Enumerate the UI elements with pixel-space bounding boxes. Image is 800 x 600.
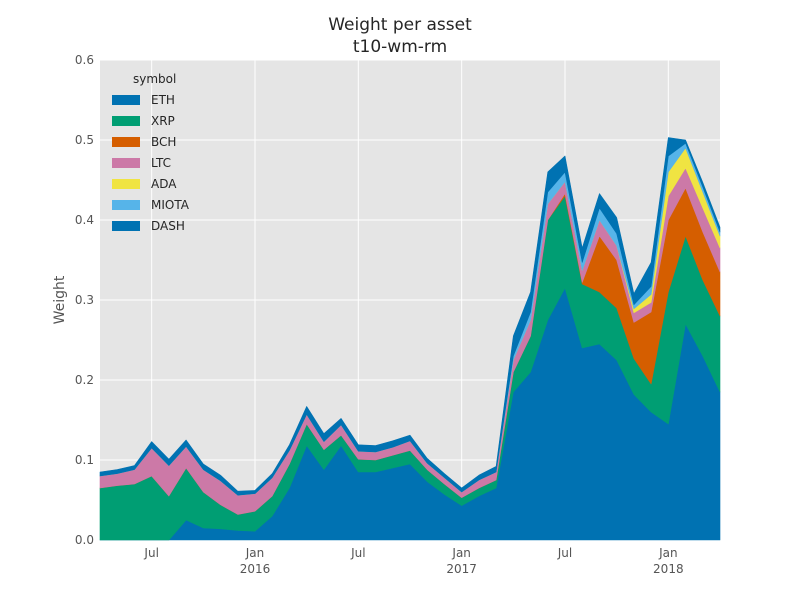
legend-swatch-miota xyxy=(112,200,140,210)
y-tick-label-1: 0.1 xyxy=(75,453,94,467)
legend-items: ETH XRP BCH LTC ADA MIOTA DASH xyxy=(112,93,190,233)
x-tick-label-2: Jul xyxy=(350,546,365,560)
chart-title: Weight per asset xyxy=(328,15,472,35)
x-tick-label-4: Jul xyxy=(557,546,572,560)
legend-swatch-dash xyxy=(112,221,140,231)
x-tick-labels: Jul Jan 2016 Jul Jan 2017 Jul Jan 2018 xyxy=(143,546,683,576)
x-tick-label-3: Jan xyxy=(451,546,471,560)
y-tick-label-5: 0.5 xyxy=(75,133,94,147)
x-tick-year-1: 2016 xyxy=(240,562,271,576)
legend: symbol ETH XRP BCH LTC ADA MIOTA DASH xyxy=(112,72,190,233)
area-dash xyxy=(99,137,721,496)
legend-label-ada: ADA xyxy=(151,177,177,191)
y-tick-label-3: 0.3 xyxy=(75,293,94,307)
legend-label-eth: ETH xyxy=(151,93,175,107)
legend-title: symbol xyxy=(133,72,176,86)
legend-swatch-eth xyxy=(112,95,140,105)
x-tick-label-1: Jan xyxy=(245,546,265,560)
chart-subtitle: t10-wm-rm xyxy=(353,37,447,57)
x-tick-label-0: Jul xyxy=(143,546,158,560)
x-tick-year-3: 2017 xyxy=(446,562,477,576)
legend-swatch-ltc xyxy=(112,158,140,168)
y-axis-label: Weight xyxy=(52,275,68,324)
legend-label-bch: BCH xyxy=(151,135,176,149)
legend-swatch-bch xyxy=(112,137,140,147)
y-tick-labels: 0.0 0.1 0.2 0.3 0.4 0.5 0.6 xyxy=(75,53,94,547)
y-tick-label-2: 0.2 xyxy=(75,373,94,387)
legend-swatch-ada xyxy=(112,179,140,189)
legend-label-ltc: LTC xyxy=(151,156,171,170)
x-tick-label-5: Jan xyxy=(658,546,678,560)
x-tick-year-5: 2018 xyxy=(653,562,684,576)
y-tick-label-4: 0.4 xyxy=(75,213,94,227)
y-tick-label-6: 0.6 xyxy=(75,53,94,67)
legend-label-dash: DASH xyxy=(151,219,185,233)
legend-label-xrp: XRP xyxy=(151,114,175,128)
legend-label-miota: MIOTA xyxy=(151,198,190,212)
stacked-areas xyxy=(99,137,721,541)
legend-swatch-xrp xyxy=(112,116,140,126)
y-tick-label-0: 0.0 xyxy=(75,533,94,547)
